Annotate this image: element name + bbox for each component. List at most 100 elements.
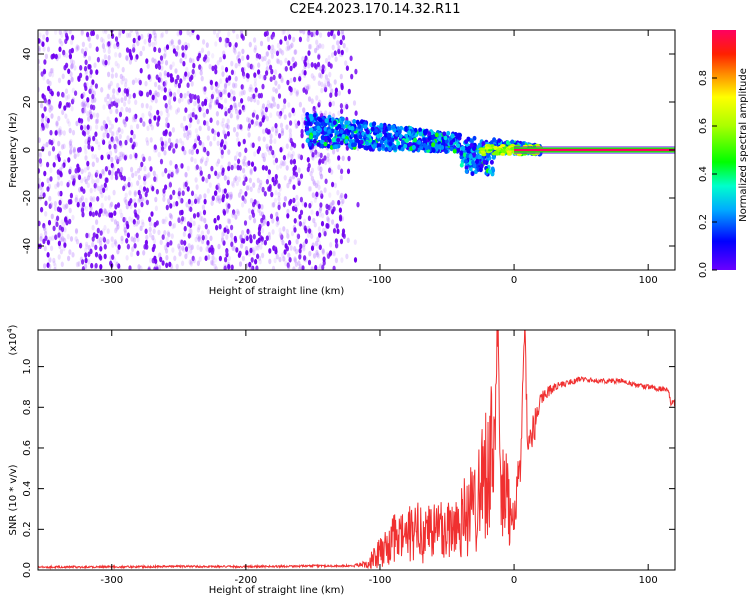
spectrogram-cell xyxy=(220,149,224,155)
spectrogram-cell xyxy=(132,133,136,140)
spectrogram-cell xyxy=(320,135,325,140)
spectrogram-cell xyxy=(298,76,302,82)
spectrogram-cell xyxy=(332,120,337,126)
spectrogram-cell xyxy=(288,128,292,134)
spectrogram-cell xyxy=(312,179,316,185)
spectrogram-cell xyxy=(209,97,213,104)
spectrogram-cell xyxy=(288,112,292,118)
spectrogram-cell xyxy=(154,81,158,88)
spectrogram-cell xyxy=(271,229,275,235)
spectrogram-cell xyxy=(250,266,254,270)
spectrogram-cell xyxy=(341,134,346,139)
spectrogram-cell xyxy=(52,260,56,267)
spectrogram-cell xyxy=(124,199,128,205)
spectrogram-cell xyxy=(103,124,107,130)
spectrogram-cell xyxy=(89,113,93,120)
spectrogram-cell xyxy=(83,124,87,131)
spectrogram-cell xyxy=(203,198,207,205)
spectrogram-cell xyxy=(128,32,132,38)
spectrogram-cell xyxy=(222,210,227,216)
spectrogram-cell xyxy=(234,105,238,111)
spectrogram-cell xyxy=(328,166,332,172)
spectrogram-cell xyxy=(87,244,91,251)
spectrogram-cell xyxy=(230,224,234,231)
spectrogram-cell xyxy=(62,51,66,58)
spectrogram-cell xyxy=(261,110,265,116)
spectrogram-cell xyxy=(288,34,292,40)
spectrogram-cell xyxy=(120,151,124,157)
spectrogram-cell xyxy=(335,223,339,229)
spectrogram-cell xyxy=(124,82,128,88)
spectrogram-cell xyxy=(505,140,510,146)
spectrogram-cell xyxy=(400,140,405,145)
spectrogram-cell xyxy=(226,179,230,186)
spectrogram-cell xyxy=(279,110,283,117)
spectrogram-cell xyxy=(142,121,146,127)
spectrogram-cell xyxy=(436,144,441,150)
spectrogram-cell xyxy=(201,204,205,211)
spectrogram-cell xyxy=(195,148,199,155)
spectrogram-cell xyxy=(230,69,234,76)
spectrogram-cell xyxy=(169,73,173,79)
spectrogram-cell xyxy=(271,44,275,51)
spectrogram-cell xyxy=(278,256,282,263)
spectrogram-cell xyxy=(167,183,172,190)
y-tick-label: -20 xyxy=(22,190,33,206)
spectrogram-cell xyxy=(43,59,47,65)
spectrogram-cell xyxy=(261,152,265,159)
spectrogram-cell xyxy=(244,191,248,197)
spectrogram-cell xyxy=(82,99,86,105)
spectrogram-cell xyxy=(114,144,118,150)
spectrogram-cell xyxy=(132,43,136,50)
spectrogram-cell xyxy=(136,31,140,38)
spectrogram-cell xyxy=(298,36,302,43)
spectrogram-cell xyxy=(44,230,48,237)
spectrogram-cell xyxy=(119,73,123,80)
spectrogram-cell xyxy=(277,93,282,99)
spectrogram-cell xyxy=(83,167,87,173)
spectrogram-cell xyxy=(133,221,137,228)
spectrogram-cell xyxy=(111,254,115,260)
spectrogram-cell xyxy=(242,160,246,167)
spectrogram-cell xyxy=(215,184,219,191)
spectrogram-cell xyxy=(252,201,256,208)
spectrogram-cell xyxy=(271,265,276,270)
spectrogram-cell xyxy=(324,86,328,93)
spectrogram-cell xyxy=(101,58,105,65)
spectrogram-cell xyxy=(350,125,355,131)
spectrogram-cell xyxy=(242,89,246,96)
spectrogram-cell xyxy=(120,212,124,219)
spectrogram-cell xyxy=(276,42,280,49)
spectrogram-cell xyxy=(280,234,284,240)
spectrogram-cell xyxy=(106,238,110,245)
spectrogram-cell xyxy=(123,121,127,128)
spectrogram-cell xyxy=(144,174,148,180)
spectrogram-cell xyxy=(247,208,251,214)
spectrogram-cell xyxy=(356,201,360,208)
spectrogram-cell xyxy=(482,159,487,165)
spectrogram-cell xyxy=(176,45,180,51)
spectrogram-cell xyxy=(244,234,248,240)
spectrogram-cell xyxy=(247,132,251,138)
spectrogram-cell xyxy=(91,178,95,185)
y-tick-label: 0.6 xyxy=(22,440,33,456)
spectrogram-cell xyxy=(286,40,290,46)
spectrogram-cell xyxy=(43,245,47,252)
spectrogram-cell xyxy=(62,92,66,98)
spectrogram-cell xyxy=(363,124,368,130)
spectrogram-cell xyxy=(271,202,275,208)
spectrogram-cell xyxy=(261,164,265,171)
spectrogram-cell xyxy=(370,126,375,132)
spectrogram-cell xyxy=(261,74,266,81)
spectrogram-cell xyxy=(166,122,170,129)
spectrogram-cell xyxy=(253,97,257,103)
spectrogram-cell xyxy=(147,265,151,270)
spectrogram-cell xyxy=(126,135,130,141)
spectrogram-cell xyxy=(286,233,290,239)
spectrogram-cell xyxy=(90,197,94,203)
spectrogram-cell xyxy=(195,133,200,140)
spectrogram-cell xyxy=(306,120,311,126)
spectrogram-cell xyxy=(216,215,220,221)
spectrogram-cell xyxy=(123,216,127,223)
spectrogram-cell xyxy=(257,230,261,237)
